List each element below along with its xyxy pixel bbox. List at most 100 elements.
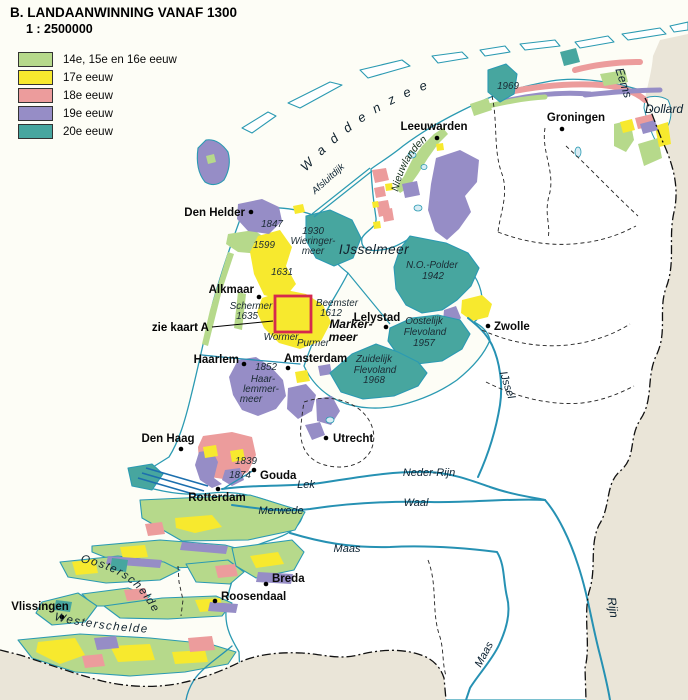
label-merwede: Merwede bbox=[258, 505, 303, 517]
label-1631: 1631 bbox=[271, 267, 293, 278]
city-label-groningen: Groningen bbox=[547, 112, 605, 124]
lek-neder-rijn bbox=[221, 470, 546, 501]
city-label-amsterdam: Amsterdam bbox=[284, 353, 347, 365]
rijn bbox=[544, 499, 611, 700]
city-dot-gouda bbox=[251, 467, 257, 473]
city-markers: Den Helder Leeuwarden Groningen Alkmaar Lely… bbox=[11, 112, 605, 620]
legend-row: 18e eeuw bbox=[18, 88, 177, 103]
label-meer: meer bbox=[240, 394, 263, 405]
border-germany bbox=[584, 97, 677, 700]
city-label-haarlem: Haarlem bbox=[194, 354, 239, 366]
label-maas: Maas bbox=[334, 543, 361, 555]
label-wormer: Wormer bbox=[264, 332, 300, 343]
city-dot-utrecht bbox=[323, 435, 329, 441]
label-wieringer: Wieringer- bbox=[291, 236, 337, 247]
belgium bbox=[0, 650, 446, 700]
label-n-o-polder: N.O.-Polder bbox=[406, 260, 458, 271]
legend-swatch-0 bbox=[18, 52, 53, 67]
wieringermeer bbox=[305, 209, 362, 267]
label-haar: Haar- bbox=[251, 374, 276, 385]
label-marker: Marker- bbox=[329, 317, 372, 331]
teal-polders bbox=[127, 63, 518, 491]
city-dot-leeuwarden bbox=[434, 135, 440, 141]
city-label-gouda: Gouda bbox=[260, 470, 297, 482]
inset-reference-label: zie kaart A bbox=[152, 322, 209, 334]
legend-label: 14e, 15e en 16e eeuw bbox=[63, 53, 177, 66]
noordzeekanaal bbox=[201, 354, 301, 365]
city-dot-vlissingen bbox=[59, 614, 65, 620]
label-1612: 1612 bbox=[320, 308, 342, 319]
label-purmer: Purmer bbox=[297, 338, 330, 349]
label-1968: 1968 bbox=[363, 375, 385, 386]
legend-label: 20e eeuw bbox=[63, 125, 113, 138]
city-label-breda: Breda bbox=[272, 573, 305, 585]
label-lemmer: lemmer- bbox=[243, 384, 279, 395]
houtribdijk bbox=[347, 272, 391, 325]
waterways bbox=[137, 146, 611, 700]
legend-label: 18e eeuw bbox=[63, 89, 113, 102]
noordoostpolder bbox=[393, 235, 480, 314]
legend-row: 14e, 15e en 16e eeuw bbox=[18, 52, 177, 67]
label-1852: 1852 bbox=[255, 362, 277, 373]
legend-label: 19e eeuw bbox=[63, 107, 113, 120]
label-oostelijk: Oostelijk bbox=[405, 316, 444, 327]
city-label-alkmaar: Alkmaar bbox=[209, 284, 255, 296]
label-lek: Lek bbox=[297, 479, 315, 491]
ijssel bbox=[467, 317, 503, 478]
label-1930: 1930 bbox=[302, 226, 324, 237]
inset-annotation bbox=[211, 294, 313, 334]
city-label-roosendaal: Roosendaal bbox=[221, 591, 286, 603]
city-dot-breda bbox=[263, 581, 269, 587]
label-beemster: Beemster bbox=[316, 298, 359, 309]
city-dot-den-helder bbox=[248, 209, 254, 215]
label-1839: 1839 bbox=[235, 456, 257, 467]
city-label-den-helder: Den Helder bbox=[184, 207, 245, 219]
legend-swatch-2 bbox=[18, 88, 53, 103]
lauwersmeer-1969 bbox=[487, 63, 518, 103]
city-dot-roosendaal bbox=[212, 598, 218, 604]
hollandse-ijssel bbox=[222, 469, 255, 490]
city-dot-alkmaar bbox=[256, 294, 262, 300]
label-1957: 1957 bbox=[413, 338, 435, 349]
city-dot-haarlem bbox=[241, 361, 247, 367]
city-label-vlissingen: Vlissingen bbox=[11, 601, 69, 613]
city-dot-amsterdam bbox=[285, 365, 291, 371]
label-1599: 1599 bbox=[253, 240, 275, 251]
label-flevoland: Flevoland bbox=[404, 327, 447, 338]
legend: 14e, 15e en 16e eeuw 17e eeuw 18e eeuw 19e … bbox=[18, 52, 177, 142]
inset-leader-line bbox=[211, 320, 274, 328]
legend-row: 19e eeuw bbox=[18, 106, 177, 121]
label-ijsselmeer: IJsselmeer bbox=[339, 242, 409, 257]
label-1969: 1969 bbox=[497, 81, 519, 92]
label-waal: Waal bbox=[404, 497, 429, 509]
legend-row: 17e eeuw bbox=[18, 70, 177, 85]
city-label-zwolle: Zwolle bbox=[494, 321, 530, 333]
city-label-leeuwarden: Leeuwarden bbox=[400, 121, 467, 133]
label-meer: meer bbox=[329, 330, 359, 344]
legend-swatch-1 bbox=[18, 70, 53, 85]
germany bbox=[585, 34, 688, 700]
label-flevoland: Flevoland bbox=[354, 365, 397, 376]
label-1942: 1942 bbox=[422, 271, 444, 282]
zuidelijk-flevoland bbox=[329, 343, 428, 400]
city-dot-lelystad bbox=[383, 324, 389, 330]
peat-colonies bbox=[428, 150, 479, 240]
afsluitdijk bbox=[311, 167, 371, 215]
label-1635: 1635 bbox=[236, 311, 258, 322]
city-label-lelystad: Lelystad bbox=[354, 312, 401, 324]
label-1874: 1874 bbox=[229, 470, 251, 481]
label-meer: meer bbox=[302, 246, 325, 257]
voorne-putten-hoeksche-waard bbox=[139, 494, 306, 542]
label-zuidelijk: Zuidelijk bbox=[355, 354, 393, 365]
city-dot-zwolle bbox=[485, 323, 491, 329]
label-schermer: Schermer bbox=[230, 301, 273, 312]
maas bbox=[289, 532, 510, 700]
map-scale: 1 : 2500000 bbox=[26, 22, 93, 36]
label-dollard: Dollard bbox=[645, 102, 683, 116]
inset-box bbox=[273, 294, 313, 334]
legend-row: 20e eeuw bbox=[18, 124, 177, 139]
label-1847: 1847 bbox=[261, 219, 283, 230]
legend-label: 17e eeuw bbox=[63, 71, 113, 84]
